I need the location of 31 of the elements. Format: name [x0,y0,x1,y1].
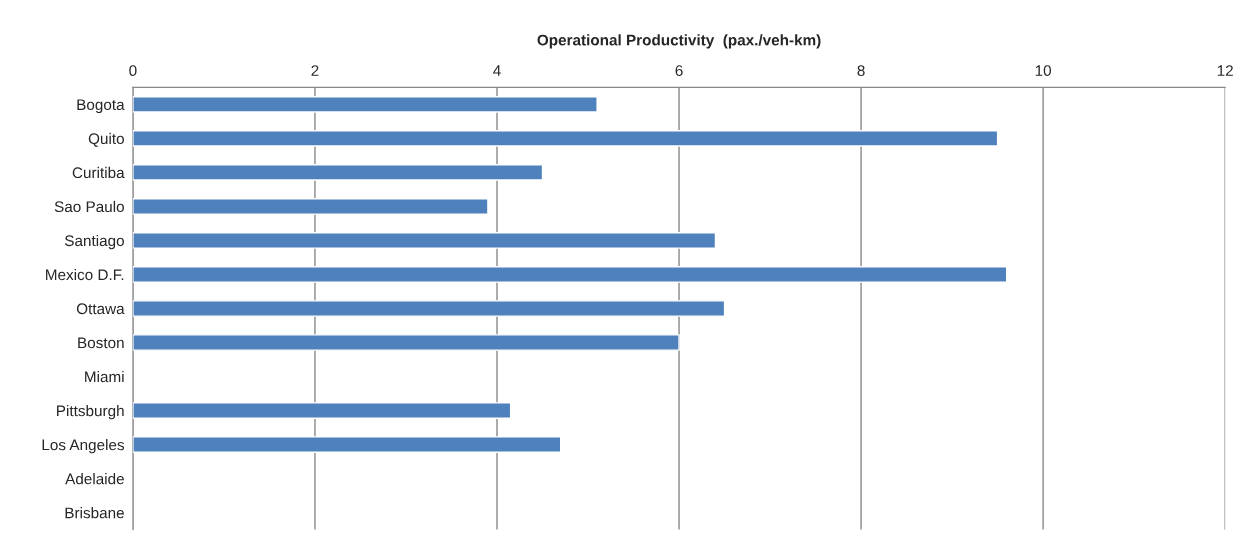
y-tick-label: Mexico D.F. [46,268,124,281]
bar [132,130,999,147]
x-tick-label: 8 [857,65,865,77]
y-tick-label: Miami [85,370,124,383]
bar [132,334,680,351]
x-tick-label: 0 [129,65,137,77]
bar [132,232,717,249]
x-tick-label: 12 [1217,65,1233,76]
bar [132,436,562,453]
bar [132,266,1008,283]
y-tick-label: Adelaide [65,473,124,485]
y-tick-label: Pittsburgh [57,405,124,420]
y-tick-label: Curitiba [72,166,125,179]
x-tick-label: 2 [311,65,319,76]
y-tick-label: Los Angeles [42,439,125,454]
y-tick-label: Brisbane [65,507,124,519]
bar [132,96,598,113]
y-tick-label: Santiago [64,234,124,250]
bar [132,164,544,181]
y-tick-label: Sao Paulo [54,200,124,213]
bar [132,198,489,215]
y-tick-label: Boston [78,337,124,349]
x-axis-title: Operational Productivity (pax./veh-km) [537,34,821,49]
bar [132,300,726,317]
x-tick-label: 4 [493,65,501,76]
x-tick-label: 10 [1035,65,1052,77]
x-tick-label: 6 [675,65,683,77]
bar [132,402,512,419]
y-tick-label: Bogota [77,99,125,114]
y-tick-label: Quito [88,132,124,147]
y-tick-label: Ottawa [76,303,125,315]
